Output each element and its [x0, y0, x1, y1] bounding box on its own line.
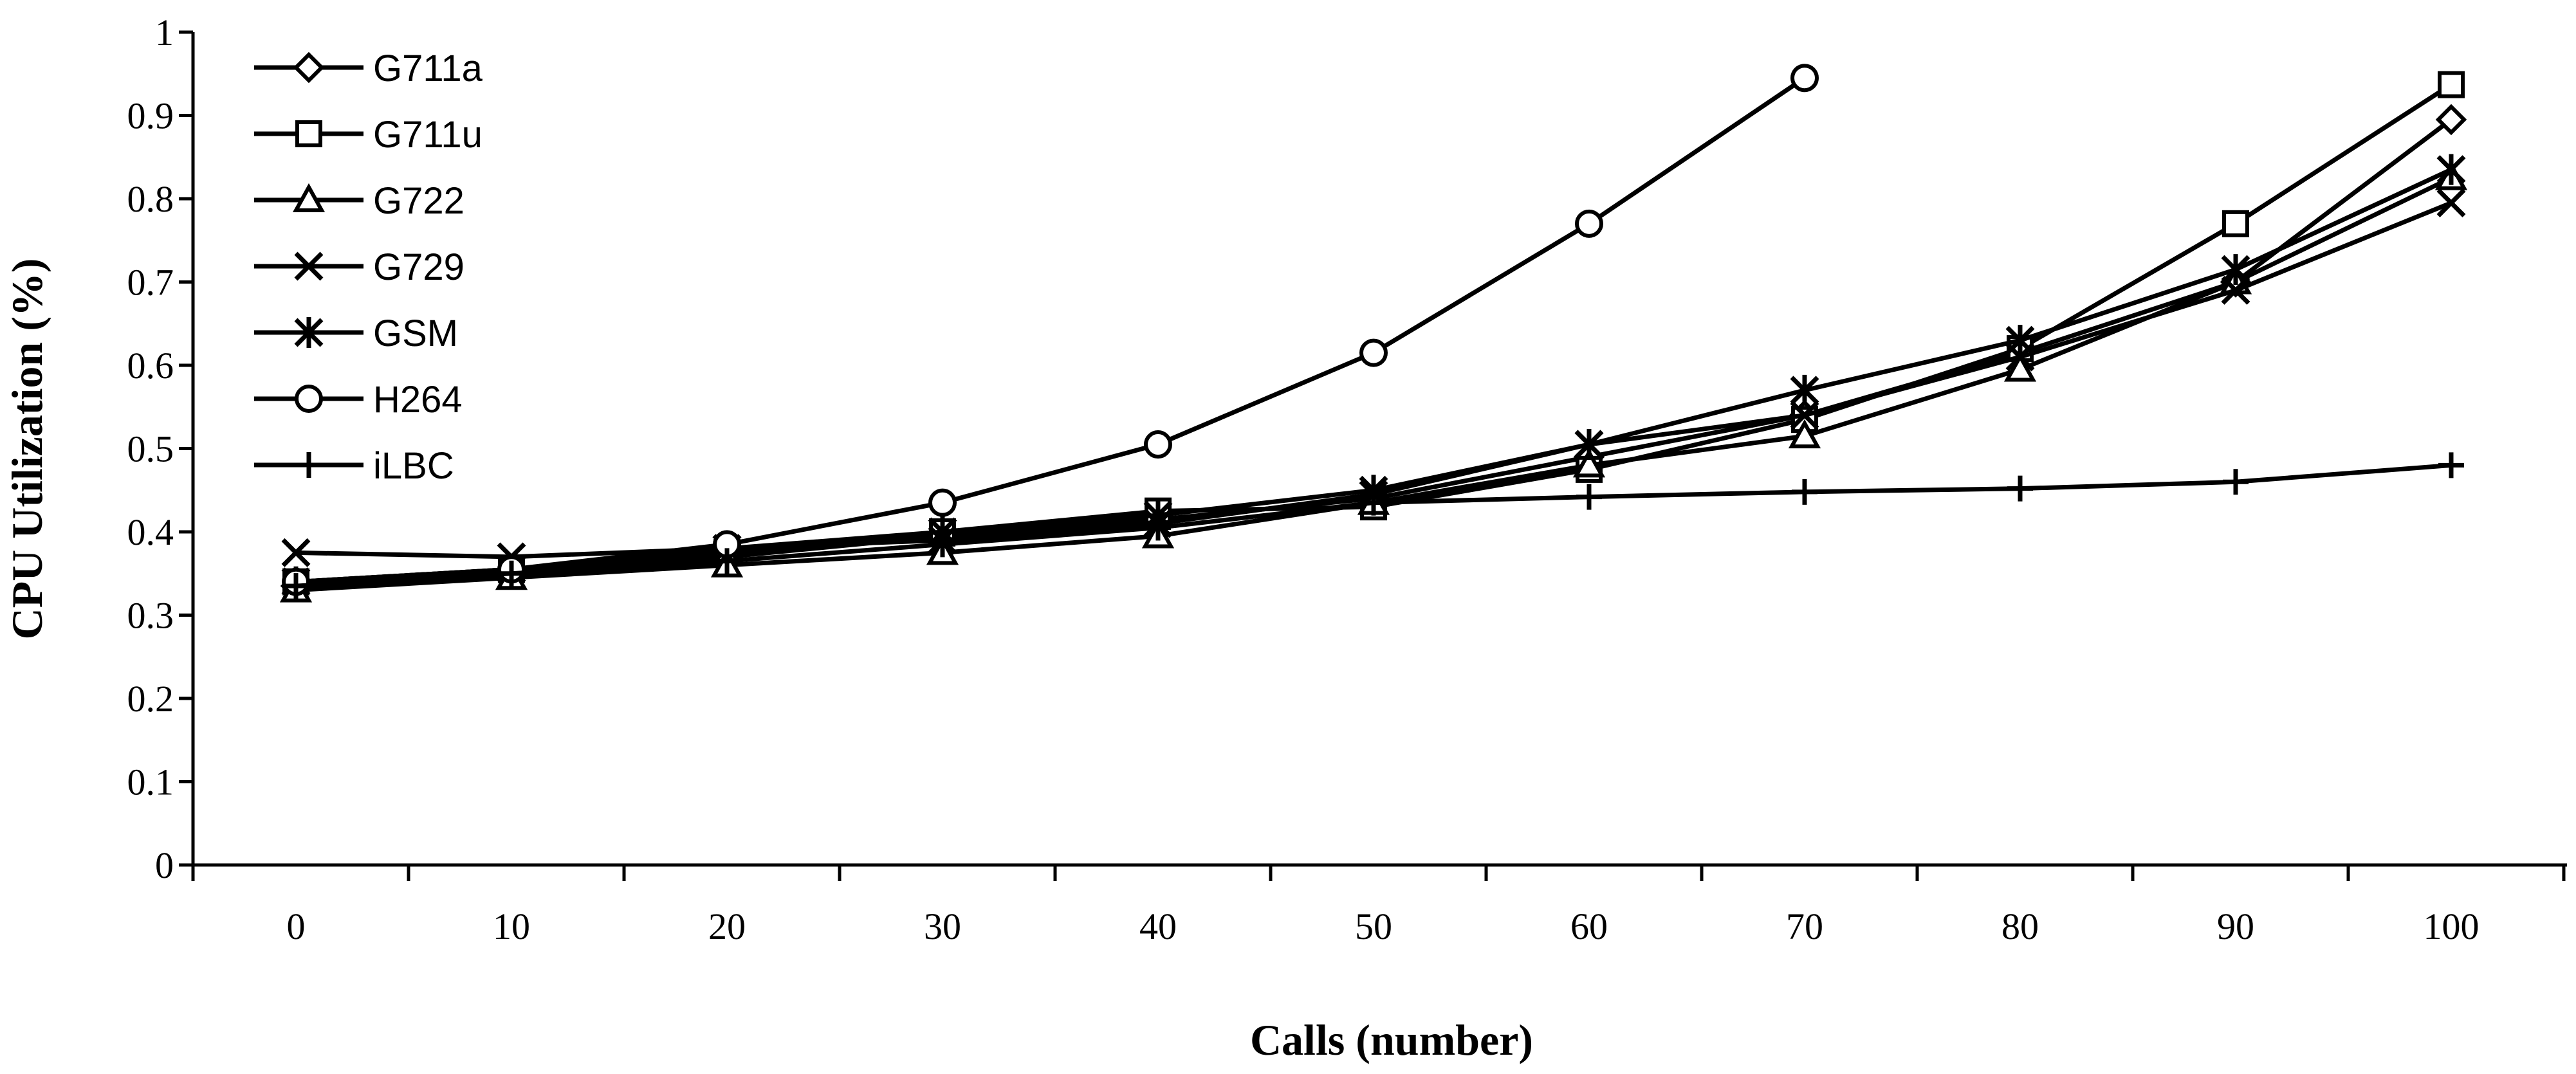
x-ticks: 0 10 20 30 40 50 60 70 80 90 100 [191, 865, 2566, 947]
x-tick-label: 10 [493, 906, 530, 947]
y-axis-title: CPU Utilization (%) [3, 258, 51, 639]
data-point [2221, 254, 2250, 286]
y-tick-label: 0.6 [127, 345, 174, 387]
y-tick-label: 0.7 [127, 262, 174, 304]
series-layer [279, 64, 2468, 603]
data-point [2438, 452, 2464, 478]
y-ticks: 0 0.1 0.2 0.3 0.4 0.5 0.6 0.7 0.8 0.9 1 [127, 12, 193, 886]
legend-item: G729 [254, 246, 465, 288]
y-tick-label: 0.3 [127, 595, 174, 637]
legend-label: G722 [373, 180, 465, 222]
y-tick-label: 0.4 [127, 511, 174, 553]
legend-marker [294, 251, 324, 281]
legend: G711a G711u G722 G729 GSM H264 iLBC [254, 48, 483, 487]
series-ilbc [283, 452, 2464, 599]
y-tick-label: 0.2 [127, 678, 174, 720]
x-tick-label: 50 [1355, 906, 1392, 947]
legend-marker [295, 385, 323, 413]
data-point [281, 538, 311, 567]
data-point [1144, 430, 1172, 459]
series-gsm [281, 154, 2466, 597]
legend-item: G711u [254, 114, 483, 156]
y-tick-label: 0.9 [127, 95, 174, 137]
x-tick-label: 80 [2001, 906, 2039, 947]
legend-label: iLBC [373, 445, 454, 487]
data-point [1145, 514, 1171, 541]
legend-marker [293, 51, 325, 84]
legend-label: G729 [373, 246, 465, 288]
legend-marker [292, 183, 326, 212]
data-point [2005, 325, 2035, 356]
legend-marker [294, 317, 324, 348]
series-g722 [279, 161, 2468, 603]
data-point [2221, 275, 2250, 305]
axes: 0 0.1 0.2 0.3 0.4 0.5 0.6 0.7 0.8 0.9 1 0 10 20 30 40 5… [127, 12, 2567, 947]
x-tick-label: 90 [2217, 906, 2254, 947]
data-point [2438, 71, 2465, 98]
y-tick-label: 0.5 [127, 428, 174, 470]
legend-item: iLBC [254, 445, 454, 487]
x-tick-label: 70 [1786, 906, 1823, 947]
series-h264 [282, 64, 1819, 596]
x-tick-label: 20 [708, 906, 746, 947]
legend-label: H264 [373, 379, 463, 421]
legend-item: G711a [254, 48, 483, 89]
y-tick-label: 0 [155, 844, 174, 886]
data-point [1361, 489, 1386, 516]
data-point [2007, 475, 2033, 502]
data-point [1790, 64, 1819, 93]
legend-item: H264 [254, 379, 463, 421]
data-point [2436, 154, 2466, 185]
legend-item: G722 [254, 180, 465, 222]
series-line [295, 176, 2452, 593]
data-point [2003, 352, 2037, 382]
x-tick-label: 0 [287, 906, 306, 947]
legend-label: G711u [373, 114, 483, 156]
data-point [2222, 210, 2249, 237]
legend-label: GSM [373, 313, 458, 354]
series-line [295, 76, 1806, 585]
x-axis-title: Calls (number) [1250, 1015, 1533, 1064]
data-point [930, 531, 955, 558]
data-point [1788, 419, 1821, 449]
data-point [2435, 104, 2467, 136]
data-point [1790, 401, 1819, 430]
data-point [1575, 209, 1603, 238]
x-tick-label: 100 [2424, 906, 2479, 947]
data-point [499, 560, 524, 587]
y-tick-label: 0.1 [127, 761, 174, 803]
x-tick-label: 40 [1139, 906, 1177, 947]
data-point [1792, 478, 1817, 505]
x-tick-label: 30 [924, 906, 961, 947]
y-tick-label: 0.8 [127, 178, 174, 220]
data-point [1574, 429, 1604, 460]
y-tick-label: 1 [155, 12, 174, 53]
data-point [714, 548, 740, 574]
data-point [2223, 469, 2249, 495]
data-point [928, 488, 957, 517]
legend-marker [296, 452, 322, 478]
data-point [1359, 338, 1388, 367]
data-point [283, 573, 309, 599]
legend-label: G711a [373, 48, 483, 89]
data-point [2436, 188, 2466, 217]
legend-item: GSM [254, 313, 458, 354]
data-point [1572, 448, 1606, 478]
x-tick-label: 60 [1570, 906, 1608, 947]
data-point [1790, 374, 1819, 406]
data-point [1576, 484, 1602, 510]
legend-marker [295, 120, 322, 147]
